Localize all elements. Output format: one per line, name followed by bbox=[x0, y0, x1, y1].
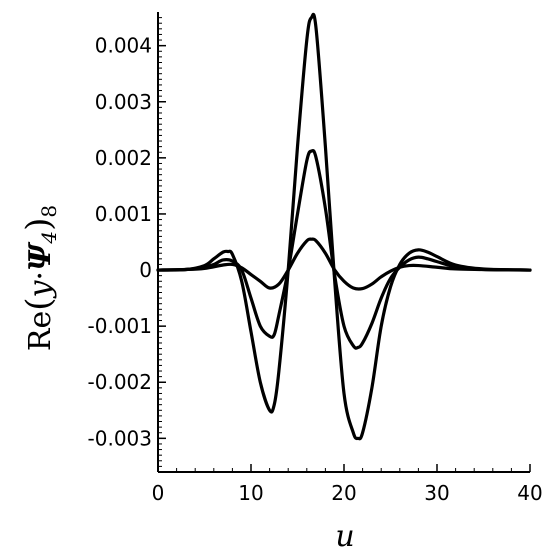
series-line-3 bbox=[156, 237, 532, 291]
x-tick-label: 10 bbox=[238, 481, 263, 505]
y-tick-label: 0.004 bbox=[95, 34, 152, 58]
y-tick-label: 0 bbox=[139, 258, 152, 282]
series-line-2 bbox=[156, 148, 532, 350]
x-tick-label: 40 bbox=[517, 481, 542, 505]
x-tick-label: 30 bbox=[424, 481, 449, 505]
y-axis-label-re: Re bbox=[23, 311, 58, 351]
y-tick-label: 0.001 bbox=[95, 202, 152, 226]
y-axis-label-post: 8 bbox=[37, 205, 61, 218]
x-axis-label: u bbox=[335, 519, 354, 554]
y-axis-ticks: -0.003 -0.002 -0.001 0 0.001 0.002 0.003 0.004 bbox=[88, 17, 166, 467]
y-tick-label: -0.003 bbox=[88, 426, 152, 450]
y-tick-label: -0.002 bbox=[88, 370, 152, 394]
y-tick-label: -0.001 bbox=[88, 314, 152, 338]
series-line-1 bbox=[156, 12, 532, 441]
x-tick-label: 0 bbox=[152, 481, 165, 505]
y-tick-label: 0.003 bbox=[95, 90, 152, 114]
x-tick-label: 20 bbox=[331, 481, 356, 505]
x-axis-ticks: 0 10 20 30 40 bbox=[152, 464, 543, 505]
y-axis-label-psi: Ψ bbox=[23, 241, 58, 271]
y-axis-label: Re(y·Ψ4)8 bbox=[19, 205, 61, 351]
y-tick-label: 0.002 bbox=[95, 146, 152, 170]
svg-text:Re(y·Ψ4)8: Re(y·Ψ4)8 bbox=[19, 205, 61, 351]
series-group bbox=[156, 12, 532, 441]
y-axis-label-sub: 4 bbox=[37, 231, 61, 245]
y-axis-label-y: y bbox=[23, 280, 58, 300]
